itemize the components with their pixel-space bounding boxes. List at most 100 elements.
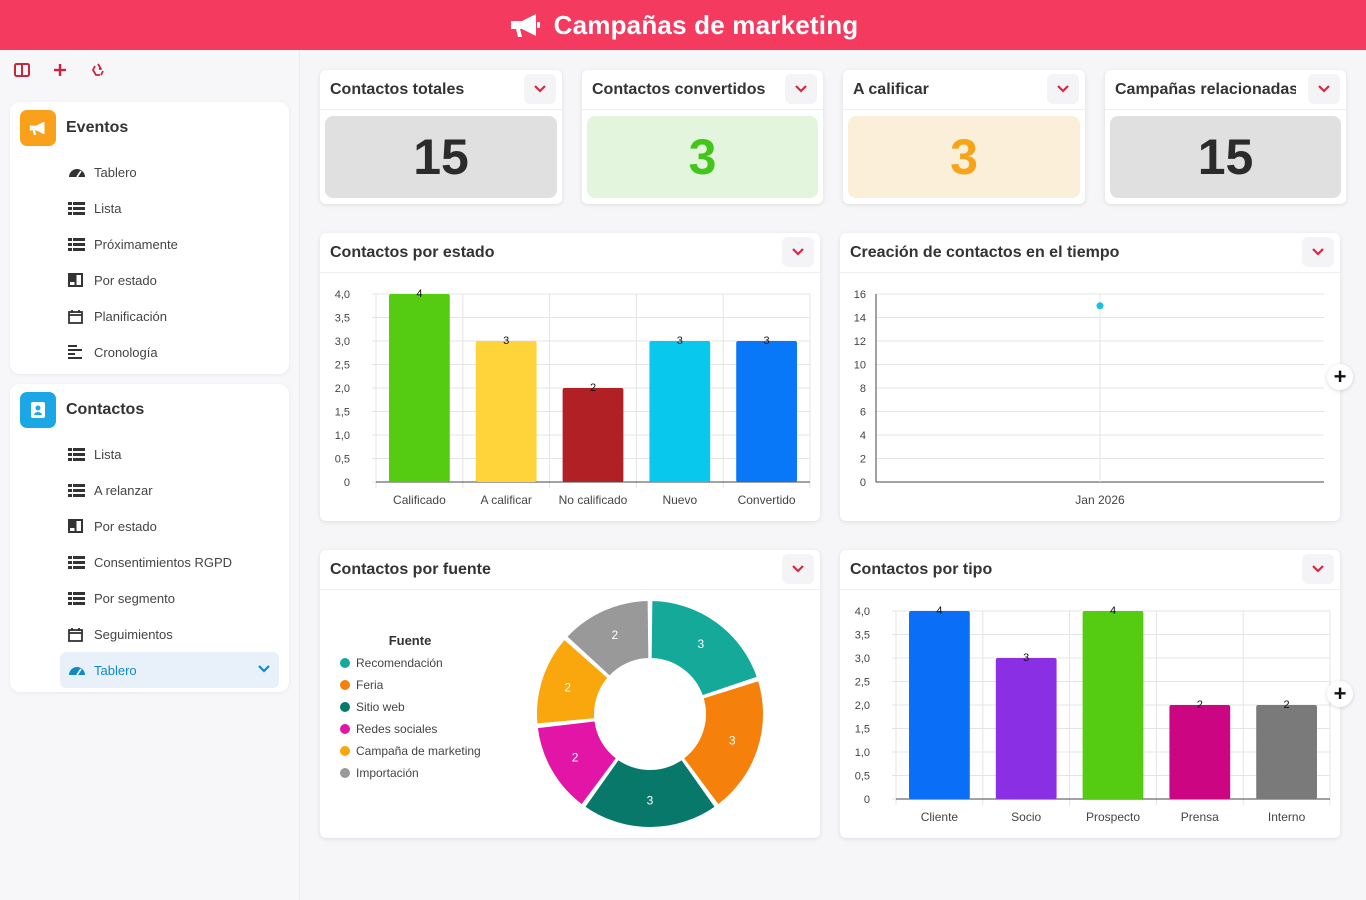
legend-swatch	[340, 746, 350, 756]
add-widget-button[interactable]: +	[1327, 364, 1353, 390]
data-label: 2	[590, 382, 596, 394]
data-label: 3	[677, 335, 683, 347]
contact-book-icon	[20, 392, 56, 428]
chevron-down-icon[interactable]	[257, 662, 271, 677]
sidebar-group-header[interactable]: Eventos	[10, 102, 289, 154]
legend-title: Fuente	[389, 633, 432, 648]
scatter-chart-tiempo: 0 2 4 6 8 10 12 14 16 Jan 2026	[854, 289, 1324, 507]
y-tick-label: 0,5	[855, 771, 870, 783]
card-title: Contactos convertidos	[592, 80, 766, 98]
card-header: Contactos convertidos	[582, 70, 823, 110]
legend-swatch	[340, 702, 350, 712]
sidebar-item-a-relanzar[interactable]: A relanzar	[10, 472, 289, 508]
sidebar-group-header[interactable]: Contactos	[10, 384, 289, 436]
data-label: 2	[1197, 699, 1203, 711]
sidebar-item-label: Por segmento	[94, 590, 175, 606]
sidebar-item-proximamente[interactable]: Próximamente	[10, 226, 289, 262]
sidebar-item-consentimientos-rgpd[interactable]: Consentimientos RGPD	[10, 544, 289, 580]
card-header: Contactos por estado	[320, 233, 820, 273]
add-widget-button[interactable]: +	[1327, 681, 1353, 707]
sidebar-item-por-estado[interactable]: Por estado	[10, 262, 289, 298]
chevron-down-icon[interactable]	[524, 74, 556, 104]
bar	[389, 294, 450, 482]
list-icon	[68, 555, 90, 569]
bar-chart-tipo: 0 0,5 1,0 1,5 2,0 2,5 3,0 3,5 4,0 4 Cliente 3 Socio 4…	[855, 605, 1331, 824]
donut-slice	[535, 719, 619, 807]
calendar-icon	[68, 309, 90, 324]
legend-label: Recomendación	[356, 656, 443, 670]
y-tick-label: 3,0	[855, 653, 870, 665]
sidebar-item-label: Planificación	[94, 308, 167, 324]
data-label: 4	[1110, 605, 1116, 617]
chevron-down-icon[interactable]	[1047, 74, 1079, 104]
y-tick-label: 0	[344, 477, 350, 489]
chevron-down-icon[interactable]	[1308, 74, 1340, 104]
chevron-down-icon[interactable]	[782, 237, 814, 267]
sidebar-group-label: Contactos	[66, 401, 145, 418]
chevron-down-icon[interactable]	[785, 74, 817, 104]
sidebar-group-label: Eventos	[66, 119, 129, 136]
y-tick-label: 12	[854, 336, 866, 348]
legend-label: Feria	[356, 678, 384, 692]
dashboard-icon	[68, 663, 90, 677]
page-title: Campañas de marketing	[553, 9, 859, 40]
y-tick-label: 14	[854, 313, 866, 325]
y-tick-label: 0	[864, 794, 870, 806]
list-icon	[68, 483, 90, 497]
card-title: Contactos totales	[330, 80, 465, 98]
y-tick-label: 2,5	[855, 677, 870, 689]
bar	[649, 341, 711, 482]
data-label: 2	[611, 628, 618, 642]
legend-swatch	[340, 724, 350, 734]
sidebar-item-cronologia[interactable]: Cronología	[10, 334, 289, 370]
card-header: Contactos totales	[320, 70, 562, 110]
sidebar-item-label: Lista	[94, 446, 122, 462]
sidebar-item-tablero-active[interactable]: Tablero	[60, 652, 279, 688]
data-label: 3	[647, 794, 654, 808]
legend-label: Importación	[356, 766, 419, 780]
chevron-down-icon[interactable]	[1302, 554, 1334, 584]
donut-slice	[649, 599, 759, 698]
sidebar-item-por-segmento[interactable]: Por segmento	[10, 580, 289, 616]
sidebar: Eventos Tablero Lista Próximamente Por e…	[0, 50, 300, 900]
x-tick-label: A calificar	[481, 493, 532, 507]
y-tick-label: 4	[860, 430, 866, 442]
dashboard-icon	[68, 165, 90, 179]
card-header: Campañas relacionadas t	[1105, 70, 1346, 110]
y-tick-label: 4,0	[335, 289, 350, 301]
recycle-icon[interactable]	[88, 60, 108, 80]
list-icon	[68, 201, 90, 215]
data-label: 3	[729, 734, 736, 748]
kpi-card-campanas-relacionadas: Campañas relacionadas t 15	[1105, 70, 1346, 204]
bar	[909, 611, 970, 799]
x-tick-label: Socio	[1011, 810, 1041, 824]
sidebar-item-lista[interactable]: Lista	[10, 190, 289, 226]
card-title: A calificar	[853, 80, 929, 98]
sidebar-group-contactos: Contactos Lista A relanzar Por estado Co…	[10, 384, 289, 692]
plus-icon[interactable]	[50, 60, 70, 80]
calendar-icon	[68, 627, 90, 642]
donut-slice	[535, 637, 610, 726]
chevron-down-icon[interactable]	[782, 554, 814, 584]
legend-label: Redes sociales	[356, 722, 437, 736]
donut-slice	[681, 679, 766, 807]
x-tick-label: Interno	[1268, 810, 1306, 824]
sidebar-item-seguimientos[interactable]: Seguimientos	[10, 616, 289, 652]
chevron-down-icon[interactable]	[1302, 237, 1334, 267]
sidebar-item-planificacion[interactable]: Planificación	[10, 298, 289, 334]
y-tick-label: 8	[860, 383, 866, 395]
sidebar-item-lista[interactable]: Lista	[10, 436, 289, 472]
sidebar-item-por-estado[interactable]: Por estado	[10, 508, 289, 544]
app-header: Campañas de marketing	[0, 0, 1366, 50]
y-tick-label: 6	[860, 407, 866, 419]
y-tick-label: 1,0	[335, 430, 350, 442]
sidebar-item-tablero[interactable]: Tablero	[10, 154, 289, 190]
sidebar-item-label: Próximamente	[94, 236, 178, 252]
bar	[736, 341, 797, 482]
sidebar-item-label: Por estado	[94, 518, 157, 534]
layout-icon[interactable]	[12, 60, 32, 80]
data-label: 3	[1023, 652, 1029, 664]
list-icon	[68, 591, 90, 605]
x-tick-label: Cliente	[921, 810, 959, 824]
kpi-card-contactos-totales: Contactos totales 15	[320, 70, 562, 204]
